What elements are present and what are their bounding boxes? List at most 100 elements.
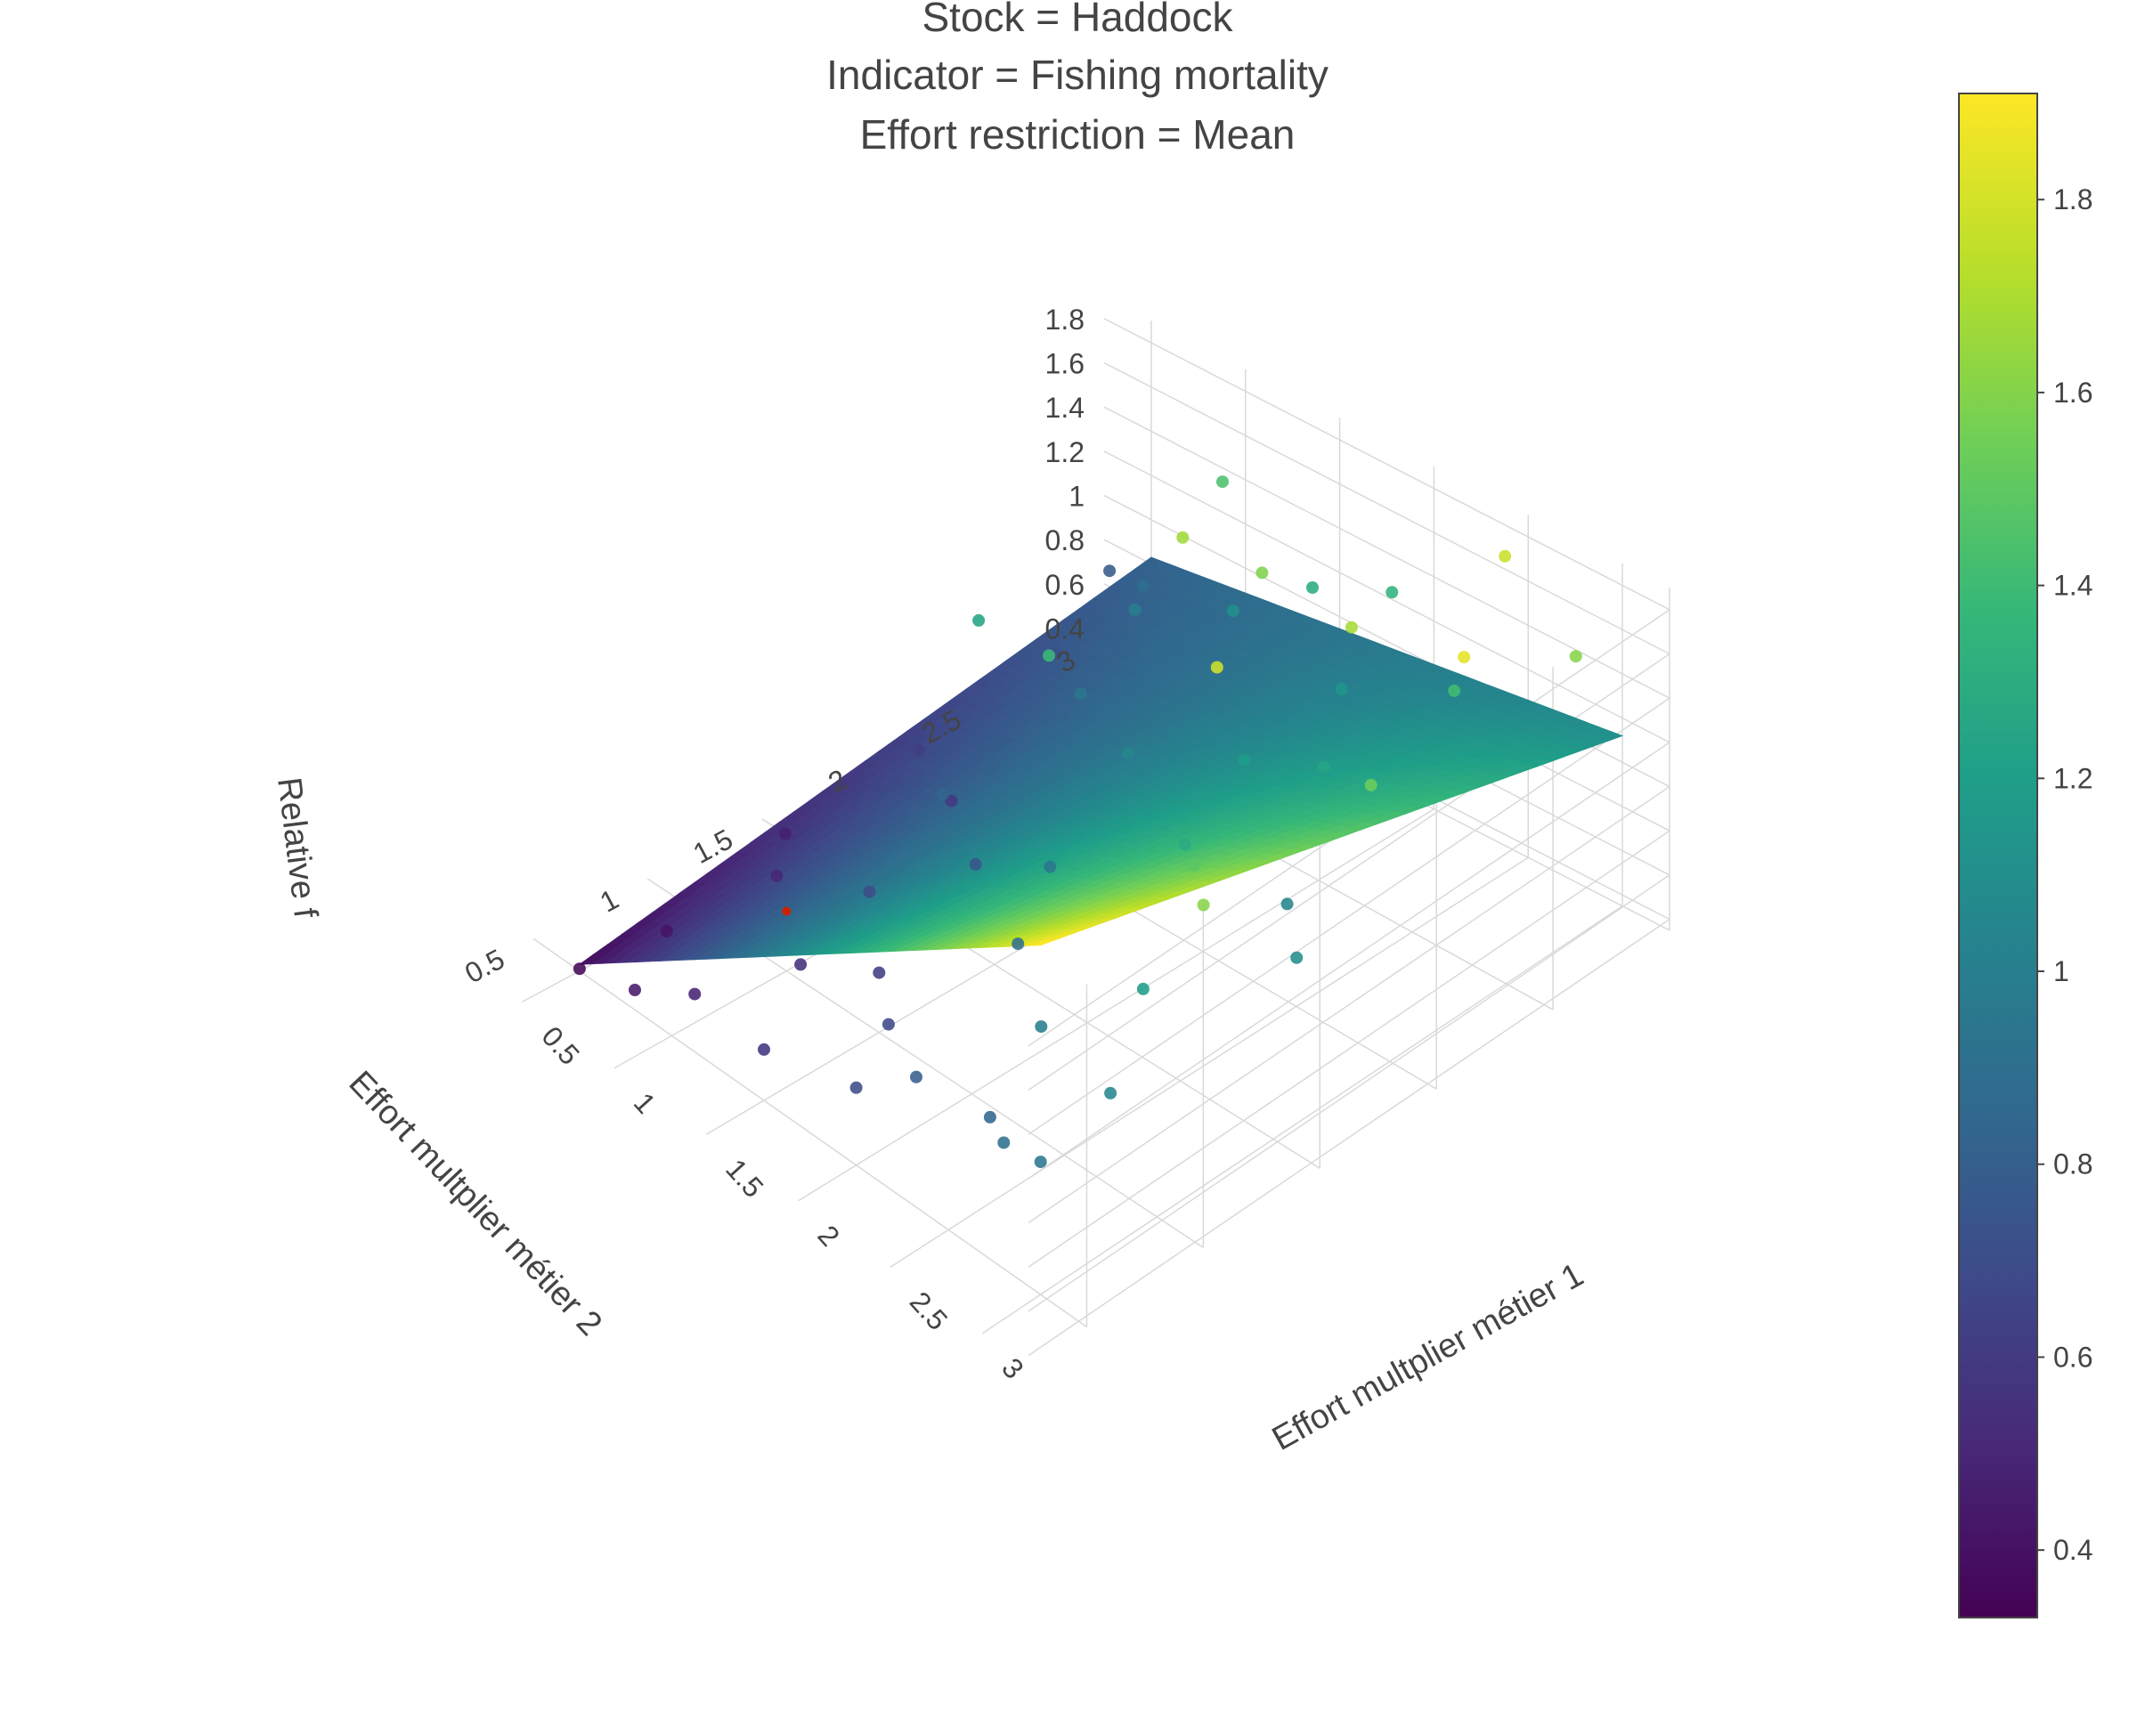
scatter-point <box>1034 1156 1047 1169</box>
x-axis-title: Effort multplier métier 1 <box>1266 1256 1589 1458</box>
surface-patch <box>578 953 607 965</box>
scatter-point <box>1238 753 1251 767</box>
highlight-point <box>782 906 792 916</box>
z-tick-label: 0.6 <box>1045 569 1085 601</box>
z-tick-label: 0.8 <box>1045 524 1085 556</box>
scatter-point <box>1290 951 1304 964</box>
scatter-point <box>1335 683 1348 695</box>
scatter-point <box>1012 937 1025 951</box>
scatter-points <box>573 475 1582 1169</box>
scatter-point <box>882 1018 895 1031</box>
scatter-point <box>849 1081 863 1094</box>
colorbar <box>1958 93 2038 1618</box>
scatter-point <box>794 958 808 971</box>
colorbar-tick-label: 0.6 <box>2053 1341 2092 1373</box>
scatter-point <box>1128 604 1142 616</box>
colorbar-tick-label: 1.6 <box>2053 377 2092 409</box>
grid-line-z <box>1103 318 1670 611</box>
surface <box>578 556 1624 965</box>
title-line-2: Indicator = Fishing mortality <box>826 52 1329 98</box>
scatter-point <box>1364 778 1377 791</box>
scatter-point <box>660 925 673 937</box>
scatter-point <box>1121 746 1134 759</box>
scatter-point <box>1385 586 1399 599</box>
title-line-3: Effort restriction = Mean <box>860 111 1296 158</box>
grid-line-floor-x <box>890 856 1529 1268</box>
scatter-point <box>1043 649 1056 662</box>
scatter-point <box>1136 580 1150 593</box>
y-tick-label: 1 <box>595 882 624 918</box>
scatter-point <box>1136 982 1150 995</box>
colorbar-tick-label: 0.4 <box>2053 1534 2092 1566</box>
scatter-point <box>983 1110 996 1124</box>
grid-line-floor-y <box>532 937 1087 1328</box>
scatter-point <box>779 827 792 840</box>
scatter-point <box>1197 898 1210 912</box>
colorbar-ticks: 0.4 0.6 0.8 1 1.2 1.4 1.6 1.8 <box>2037 183 2092 1566</box>
scatter-point <box>936 788 949 801</box>
scatter-point <box>1317 760 1330 774</box>
scatter-point <box>1458 651 1471 664</box>
colorbar-tick-label: 1.8 <box>2053 183 2092 215</box>
x-tick-label: 1 <box>628 1086 662 1119</box>
grid-line-z <box>1028 874 1670 1312</box>
scatter-point <box>1216 475 1229 489</box>
x-tick-label: 2 <box>811 1219 846 1252</box>
z-tick-label: 1.2 <box>1045 436 1085 468</box>
colorbar-tick-label: 1.4 <box>2053 570 2092 602</box>
scatter-point <box>1035 1020 1048 1034</box>
z-tick-label: 1.4 <box>1045 392 1085 424</box>
scatter-point <box>969 857 982 871</box>
scatter-point <box>1074 687 1087 701</box>
z-axis-title: Relative f <box>270 775 324 921</box>
scatter-point <box>1499 549 1512 563</box>
colorbar-tick-label: 1.2 <box>2053 762 2092 794</box>
scatter-point <box>1176 531 1190 544</box>
scatter-point <box>1345 621 1358 634</box>
scatter-point <box>1188 858 1201 872</box>
z-tick-label: 1.8 <box>1045 304 1085 336</box>
scatter-point <box>1448 684 1461 697</box>
scatter-point <box>1104 1086 1117 1099</box>
title-line-1: Stock = Haddock <box>922 0 1233 40</box>
x-tick-label: 3 <box>995 1351 1030 1384</box>
y-axis-title: Effort multplier métier 2 <box>341 1064 608 1343</box>
scatter-point <box>1255 566 1269 580</box>
scatter-point <box>573 962 586 976</box>
scatter-point <box>1226 604 1239 618</box>
grid-line-z <box>1028 697 1670 1135</box>
scatter-point <box>1103 564 1117 578</box>
grid-line-floor-x <box>798 808 1434 1202</box>
scatter-point <box>688 987 702 1001</box>
scatter-point <box>770 869 784 882</box>
scatter-point <box>997 1136 1011 1149</box>
colorbar-tick-label: 0.8 <box>2053 1148 2092 1180</box>
scatter-point <box>910 1070 922 1083</box>
z-tick-label: 1.6 <box>1045 348 1085 380</box>
x-tick-label: 1.5 <box>719 1153 770 1204</box>
scatter-point <box>1044 860 1057 873</box>
grid-line-z <box>1028 918 1670 1357</box>
x-tick-label: 2.5 <box>904 1286 955 1336</box>
grid-line-floor-x <box>981 905 1623 1334</box>
scatter-point <box>912 743 925 757</box>
scatter-point <box>1210 661 1223 674</box>
scatter-point <box>1178 838 1191 851</box>
scatter-point <box>863 885 876 898</box>
scatter-point <box>1569 650 1582 663</box>
grid-line-z <box>1028 830 1670 1268</box>
scatter-point <box>1280 897 1294 911</box>
scatter-point <box>945 794 958 807</box>
x-tick-label: 0.5 <box>535 1020 586 1071</box>
grid-line-z <box>1028 742 1670 1180</box>
scatter-point <box>873 966 886 979</box>
z-tick-label: 1 <box>1068 481 1085 513</box>
scatter-point <box>1306 581 1319 594</box>
scatter-point <box>629 984 641 996</box>
axis-ticks: 0.40.60.811.21.41.61.80.511.522.530.511.… <box>459 304 1085 1385</box>
grid-line-z <box>1028 785 1670 1224</box>
grid-line-z <box>1103 450 1670 743</box>
grid-line-z <box>1103 406 1670 699</box>
y-tick-label: 0.5 <box>459 943 509 990</box>
